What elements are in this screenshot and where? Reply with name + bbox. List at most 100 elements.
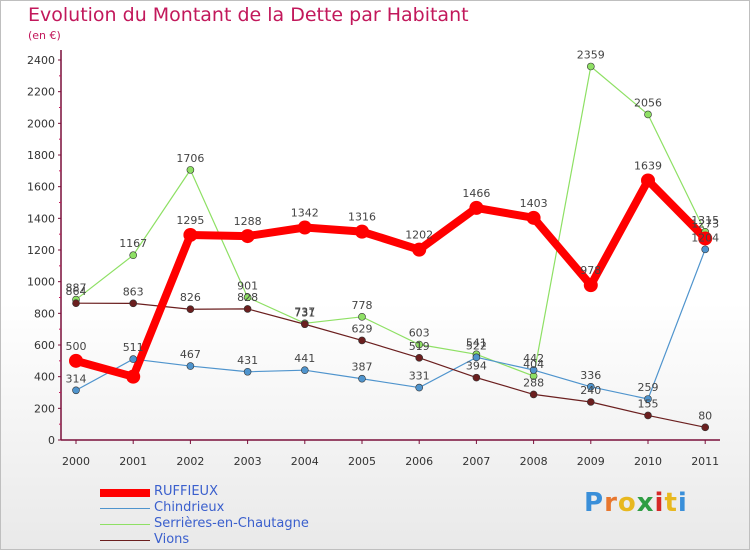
- legend-swatch-vions: [100, 540, 150, 541]
- data-point: [183, 227, 198, 242]
- data-point: [300, 366, 309, 374]
- data-label: 519: [409, 340, 430, 353]
- data-label: 1315: [691, 214, 719, 227]
- x-tick-label: 2002: [176, 455, 204, 468]
- data-point: [644, 395, 652, 403]
- x-tick-label: 2001: [119, 455, 147, 468]
- data-point: [72, 299, 80, 308]
- data-point: [129, 299, 137, 308]
- data-label: 863: [123, 285, 144, 298]
- data-point: [358, 374, 366, 383]
- data-label: 1403: [520, 197, 548, 210]
- data-label: 737: [294, 305, 315, 318]
- data-point: [701, 245, 710, 254]
- data-point: [415, 383, 424, 392]
- data-label: 522: [466, 339, 487, 352]
- logo-letter: r: [604, 488, 618, 518]
- data-point: [698, 231, 713, 246]
- legend-label-ruffieux: RUFFIEUX: [154, 484, 218, 499]
- y-tick-label: 1400: [27, 212, 55, 225]
- data-label: 155: [638, 397, 659, 410]
- data-label: 603: [409, 327, 430, 340]
- data-label: 1202: [405, 229, 433, 242]
- x-tick-label: 2009: [577, 455, 605, 468]
- data-point: [641, 173, 655, 188]
- y-tick-label: 1800: [27, 149, 55, 162]
- legend-swatch-serrieres: [100, 524, 150, 525]
- data-label: 1273: [691, 217, 719, 230]
- data-point: [129, 251, 137, 260]
- x-tick-label: 2003: [234, 455, 262, 468]
- series-line-vions: [75, 302, 706, 428]
- data-label: 541: [466, 336, 487, 349]
- data-label: 442: [523, 352, 544, 365]
- data-label: 2359: [577, 48, 605, 61]
- data-label: 826: [180, 291, 201, 304]
- x-tick-label: 2006: [405, 455, 433, 468]
- x-tick-label: 2011: [691, 455, 719, 468]
- data-label: 1706: [176, 152, 204, 165]
- data-label: 331: [409, 370, 430, 383]
- data-label: 288: [523, 376, 544, 389]
- data-point: [644, 110, 652, 119]
- data-label: 511: [123, 341, 144, 354]
- data-point: [472, 373, 481, 382]
- data-label: 394: [466, 360, 487, 373]
- data-label: 259: [638, 381, 659, 394]
- data-point: [526, 210, 541, 225]
- data-point: [358, 336, 366, 345]
- data-point: [186, 166, 195, 174]
- data-point: [355, 224, 369, 239]
- data-point: [472, 353, 481, 362]
- data-point: [300, 320, 309, 329]
- y-tick-label: 1600: [27, 181, 55, 194]
- y-tick-label: 0: [48, 434, 55, 447]
- data-point: [469, 200, 484, 215]
- chart-subtitle: (en €): [28, 29, 61, 42]
- data-point: [72, 386, 80, 395]
- x-tick-label: 2010: [634, 455, 662, 468]
- data-label: 1639: [634, 159, 662, 172]
- data-label: 336: [580, 369, 601, 382]
- data-label: 1466: [462, 187, 490, 200]
- data-label: 431: [237, 354, 258, 367]
- data-point: [583, 278, 598, 293]
- data-label: 864: [66, 285, 87, 298]
- data-label: 629: [352, 322, 373, 335]
- data-label: 467: [180, 348, 201, 361]
- data-label: 1288: [234, 215, 262, 228]
- legend-swatch-ruffieux: [100, 489, 150, 497]
- x-tick-label: 2000: [62, 455, 90, 468]
- y-tick-label: 1200: [27, 244, 55, 257]
- data-label: 731: [294, 306, 315, 319]
- y-tick-label: 2200: [27, 86, 55, 99]
- y-tick-label: 2400: [27, 54, 55, 67]
- data-label: 80: [698, 409, 712, 422]
- data-point: [415, 340, 424, 349]
- data-label: 901: [237, 279, 258, 292]
- data-label: 1316: [348, 211, 376, 224]
- data-point: [186, 305, 195, 314]
- y-tick-label: 400: [34, 371, 55, 384]
- y-tick-label: 200: [34, 402, 55, 415]
- data-label: 1167: [119, 237, 147, 250]
- data-point: [243, 305, 252, 313]
- data-label: 978: [580, 264, 601, 277]
- data-point: [243, 367, 252, 376]
- data-label: 314: [66, 372, 87, 385]
- chart-title: Evolution du Montant de la Dette par Hab…: [28, 4, 469, 26]
- data-label: 240: [580, 384, 601, 397]
- y-tick-label: 2000: [27, 117, 55, 130]
- x-tick-label: 2004: [291, 455, 319, 468]
- data-point: [126, 369, 141, 384]
- logo-letter: o: [617, 488, 637, 518]
- data-label: 387: [352, 361, 373, 374]
- logo-letter: t: [664, 488, 678, 518]
- data-point: [586, 62, 595, 71]
- legend-label-serrieres: Serrières-en-Chautagne: [154, 516, 309, 531]
- data-label: 1204: [691, 231, 719, 244]
- legend-label-chindrieux: Chindrieux: [154, 500, 225, 515]
- data-label: 1342: [291, 207, 319, 220]
- data-point: [240, 229, 255, 244]
